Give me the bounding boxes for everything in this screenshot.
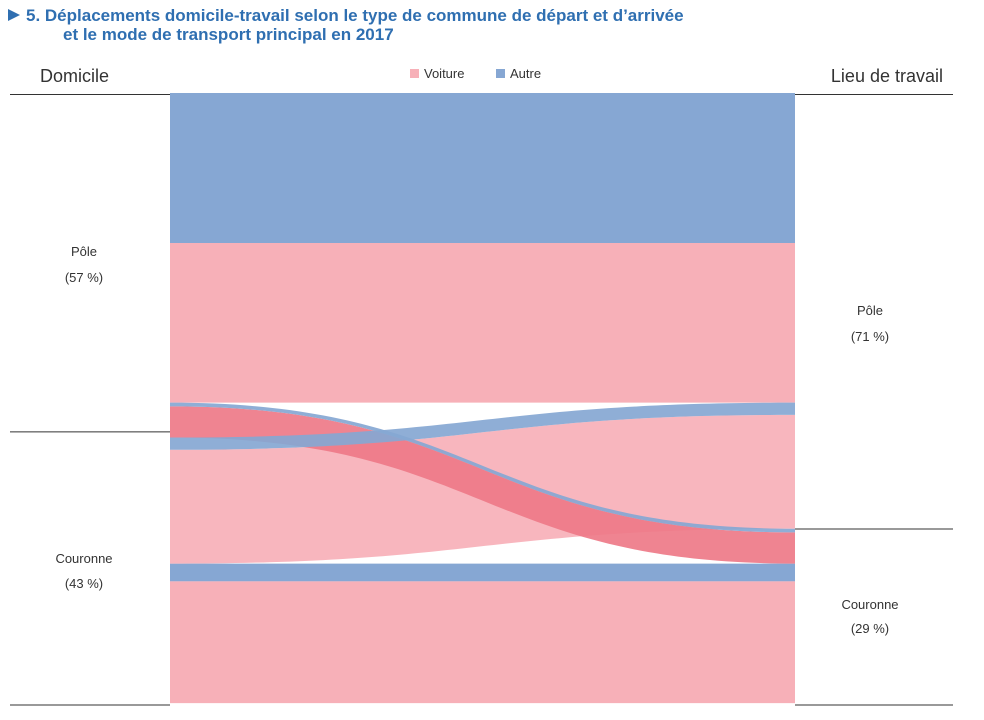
right-node-name-pole: Pôle bbox=[857, 303, 883, 318]
axes-group bbox=[10, 94, 953, 706]
flows-group bbox=[170, 93, 795, 704]
legend-swatch-autre bbox=[496, 69, 505, 78]
left-node-name-couronne: Couronne bbox=[55, 551, 112, 566]
right-node-share-pole: (71 %) bbox=[851, 329, 889, 344]
flow-couronne-to-couronne-autre bbox=[170, 563, 795, 582]
flow-pole-to-pole-autre bbox=[170, 93, 795, 243]
flow-couronne-to-pole-autre bbox=[170, 402, 795, 450]
legend-label-autre: Autre bbox=[510, 66, 541, 81]
left-node-name-pole: Pôle bbox=[71, 244, 97, 259]
right-node-name-couronne: Couronne bbox=[841, 597, 898, 612]
title-marker-icon bbox=[8, 9, 20, 21]
left-axis-label: Domicile bbox=[40, 66, 109, 86]
chart-title-line1: 5. Déplacements domicile-travail selon l… bbox=[26, 6, 684, 25]
flow-pole-to-pole-voiture bbox=[170, 242, 795, 403]
legend-swatch-voiture bbox=[410, 69, 419, 78]
chart-title-line2: et le mode de transport principal en 201… bbox=[63, 25, 394, 44]
flow-pole-to-couronne-autre bbox=[170, 402, 795, 533]
legend-label-voiture: Voiture bbox=[424, 66, 464, 81]
left-node-share-pole: (57 %) bbox=[65, 270, 103, 285]
labels-group: Domicile Lieu de travail Voiture Autre Pôle (… bbox=[40, 66, 943, 636]
right-axis-label: Lieu de travail bbox=[831, 66, 943, 86]
flow-couronne-to-couronne-voiture bbox=[170, 581, 795, 704]
left-node-share-couronne: (43 %) bbox=[65, 576, 103, 591]
chart-title: 5. Déplacements domicile-travail selon l… bbox=[8, 6, 968, 44]
right-node-share-couronne: (29 %) bbox=[851, 621, 889, 636]
